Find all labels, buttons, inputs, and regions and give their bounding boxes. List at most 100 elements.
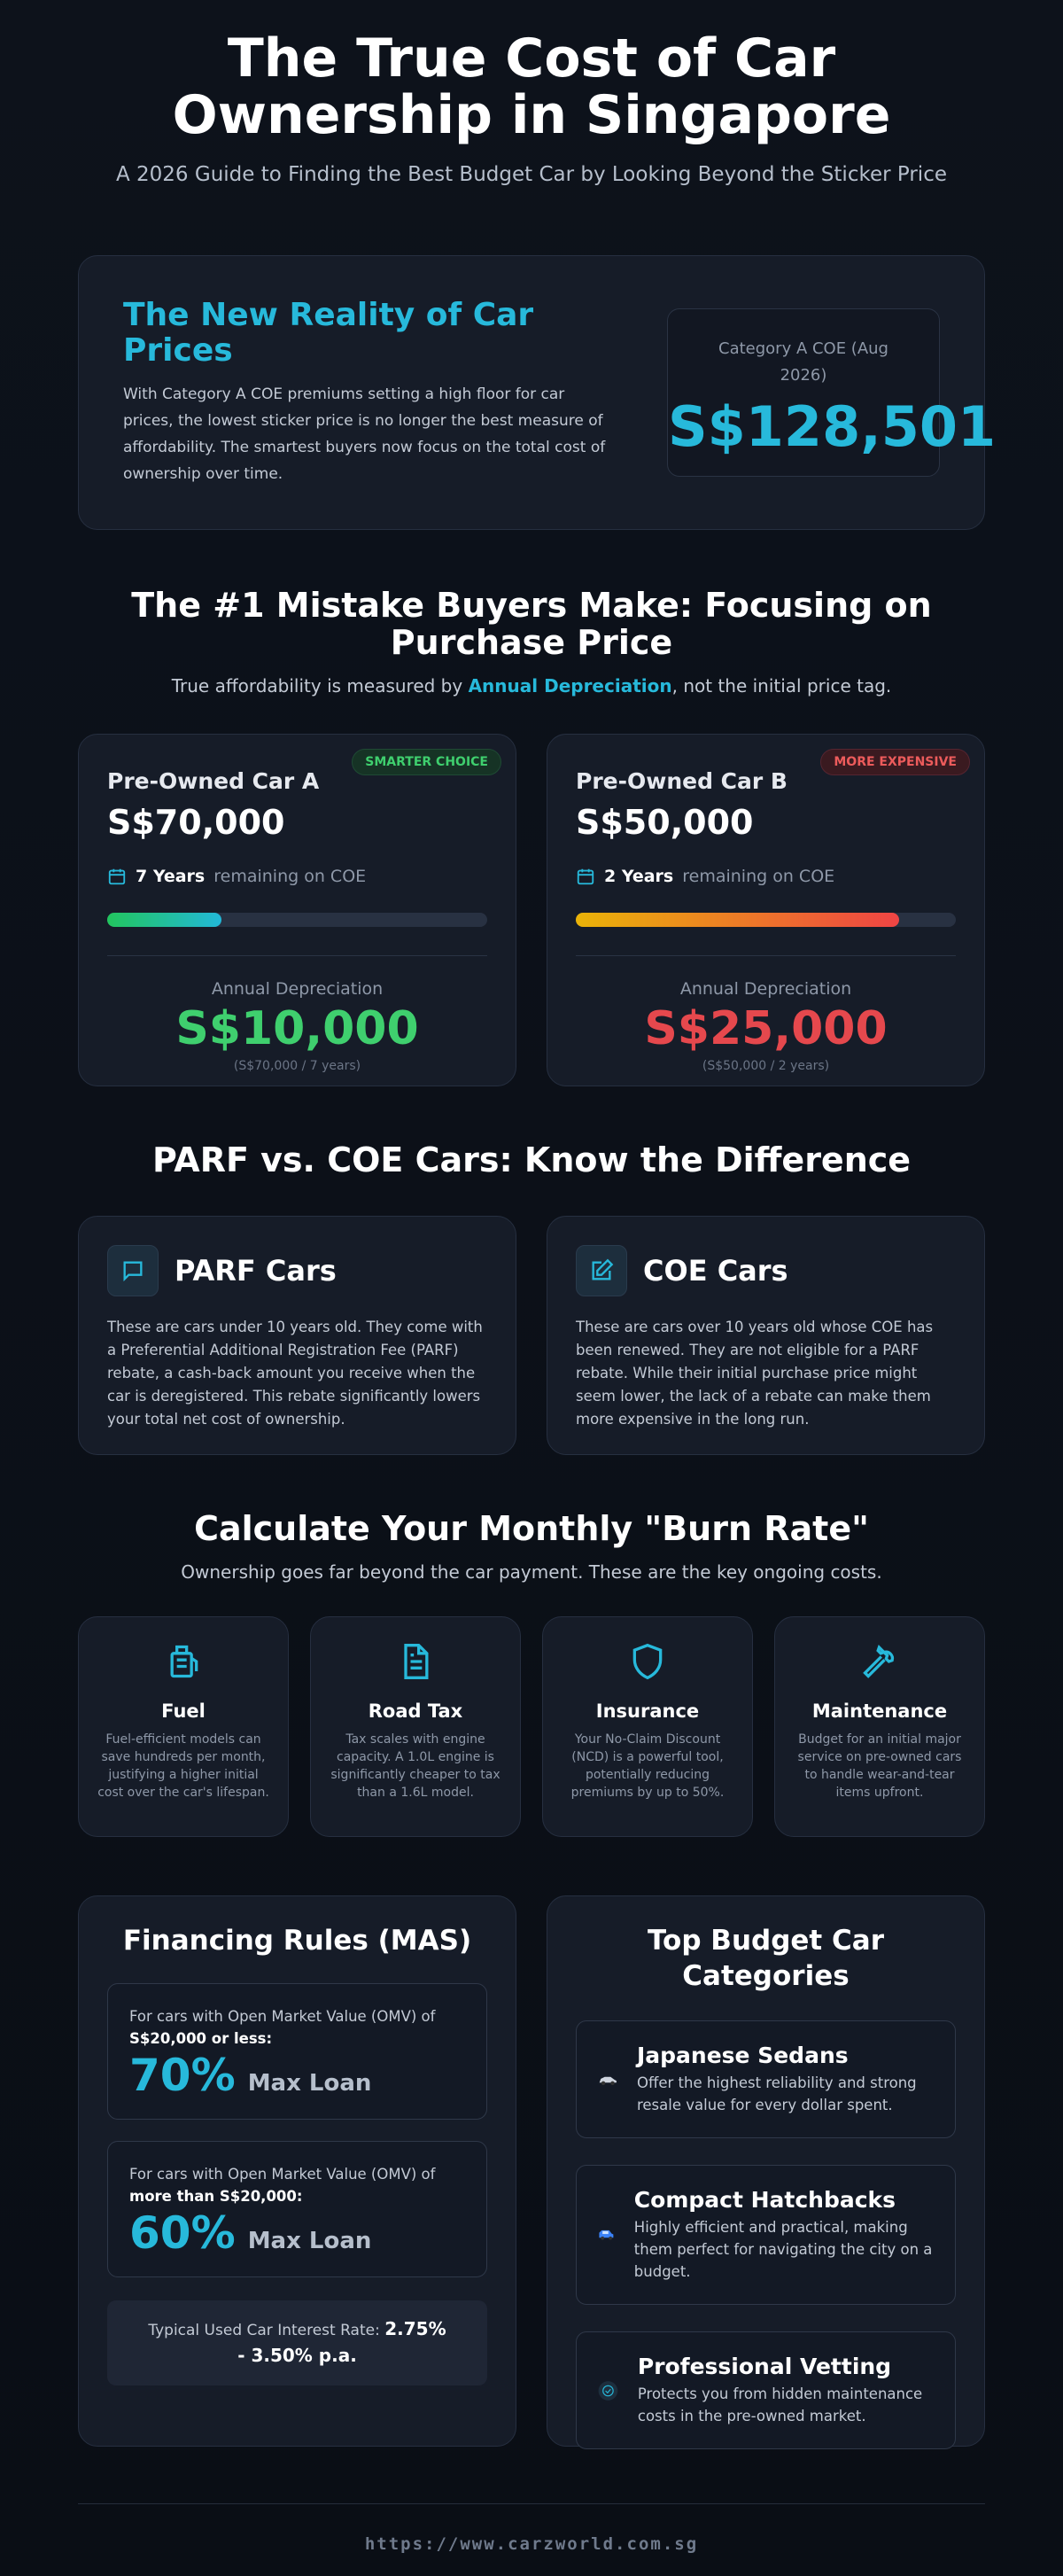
category-text: Japanese Sedans Offer the highest reliabi… — [637, 2043, 934, 2116]
intro-text-block: The New Reality of Car Prices With Categ… — [123, 298, 619, 487]
card-title-row: PARF Cars — [107, 1245, 487, 1296]
coe-remaining: 2 Years remaining on COE — [576, 867, 956, 886]
years-suffix: remaining on COE — [682, 867, 835, 886]
parf-row: PARF Cars These are cars under 10 years … — [78, 1216, 985, 1455]
years-suffix: remaining on COE — [213, 867, 367, 886]
cost-card: Road Tax Tax scales with engine capacity.… — [310, 1616, 521, 1837]
cost-title: Road Tax — [368, 1700, 463, 1722]
stat-label: Category A COE (Aug 2026) — [718, 339, 888, 385]
sedan-icon — [599, 2076, 617, 2085]
icon — [107, 1245, 159, 1296]
cost-text: Tax scales with engine capacity. A 1.0L … — [330, 1732, 500, 1800]
cost-card: Insurance Your No-Claim Discount (NCD) is… — [542, 1616, 753, 1837]
burn-section: Calculate Your Monthly "Burn Rate" Owner… — [78, 1510, 985, 1837]
card-text: These are cars over 10 years old whose C… — [576, 1319, 934, 1428]
intro-text: With Category A COE premiums setting a h… — [123, 385, 606, 483]
cost-text: Your No-Claim Discount (NCD) is a powerf… — [570, 1732, 725, 1800]
card-heading: Financing Rules (MAS) — [122, 1925, 472, 1957]
rule-desc: For cars with Open Market Value (OMV) of — [129, 2008, 436, 2025]
badge: MORE EXPENSIVE — [820, 749, 970, 775]
text: , not the initial price tag. — [671, 675, 892, 697]
intro-heading: The New Reality of Car Prices — [123, 297, 534, 369]
mistake-section: The #1 Mistake Buyers Make: Focusing on … — [78, 587, 985, 1086]
car-price: S$50,000 — [576, 803, 754, 842]
fuel-icon — [170, 1645, 198, 1678]
graphic — [123, 1261, 143, 1282]
stat-value: S$128,501 — [668, 394, 997, 459]
cost-text: Fuel-efficient models can save hundreds … — [97, 1732, 269, 1800]
graphic — [410, 1645, 427, 1669]
category-item: Compact Hatchbacks Highly efficient and p… — [576, 2165, 956, 2305]
calendar-icon — [577, 868, 594, 885]
parf-card: PARF Cars These are cars under 10 years … — [78, 1216, 516, 1455]
loan-percent: 70% — [129, 2050, 236, 2101]
depreciation-calc: (S$50,000 / 2 years) — [702, 1059, 830, 1073]
hatchback-icon — [599, 2230, 614, 2240]
calendar-icon — [108, 868, 126, 885]
category-text: Professional Vetting Protects you from hi… — [638, 2354, 934, 2427]
graphic — [632, 1643, 663, 1680]
graphic — [598, 2380, 618, 2401]
graphic — [601, 2236, 605, 2240]
card-title-row: COE Cars — [576, 1245, 956, 1296]
cost-title: Maintenance — [811, 1700, 948, 1722]
loan-percent: 60% — [129, 2207, 236, 2259]
shield-icon — [632, 1643, 663, 1680]
category-desc: Offer the highest reliability and strong… — [636, 2074, 917, 2113]
page-title: The True Cost of Car Ownership in Singap… — [172, 27, 891, 146]
depreciation-label: Annual Depreciation — [211, 979, 384, 999]
page-subtitle: A 2026 Guide to Finding the Best Budget … — [115, 163, 947, 186]
section-heading: The #1 Mistake Buyers Make: Focusing on … — [131, 586, 932, 662]
progress-fill — [107, 913, 221, 927]
category-text: Compact Hatchbacks Highly efficient and p… — [634, 2187, 934, 2283]
footer: https://www.carzworld.com.sg — [78, 2503, 985, 2554]
card-text: These are cars under 10 years old. They … — [107, 1319, 483, 1428]
compare-card: MORE EXPENSIVE Pre-Owned Car B S$50,000 … — [547, 734, 985, 1086]
graphic — [577, 869, 594, 885]
progress-track — [107, 913, 487, 927]
graphic — [592, 1258, 614, 1280]
interest-rate: Typical Used Car Interest Rate: 2.75% - … — [107, 2300, 487, 2385]
graphic — [602, 2385, 614, 2396]
compare-card: SMARTER CHOICE Pre-Owned Car A S$70,000 … — [78, 734, 516, 1086]
graphic — [109, 868, 125, 876]
progress-track — [576, 913, 956, 927]
graphic — [404, 1644, 429, 1679]
graphic — [863, 1645, 895, 1678]
rule-desc: For cars with Open Market Value (OMV) of — [129, 2166, 436, 2183]
coe-card: COE Cars These are cars over 10 years ol… — [547, 1216, 985, 1455]
card-title: PARF Cars — [175, 1254, 337, 1288]
burn-row: Fuel Fuel-efficient models can save hundr… — [78, 1616, 985, 1837]
parf-section: PARF vs. COE Cars: Know the Difference P… — [78, 1141, 985, 1455]
graphic — [609, 2236, 612, 2240]
graphic — [605, 2388, 611, 2393]
financing-card: Financing Rules (MAS) For cars with Open… — [78, 1895, 516, 2447]
years: 7 Years — [136, 867, 206, 886]
loan-suffix: Max Loan — [247, 2070, 372, 2097]
category-title: Compact Hatchbacks — [633, 2187, 896, 2213]
graphic — [599, 2076, 617, 2082]
icon — [576, 1245, 627, 1296]
depreciation-value: S$10,000 — [175, 1002, 419, 1055]
container: The True Cost of Car Ownership in Singap… — [78, 0, 997, 2554]
graphic — [123, 1261, 143, 1282]
depreciation-calc: (S$70,000 / 7 years) — [233, 1059, 361, 1073]
card-title: COE Cars — [643, 1254, 788, 1288]
divider — [576, 955, 956, 956]
highlight: Annual Depreciation — [468, 675, 672, 697]
section-heading: Calculate Your Monthly "Burn Rate" — [194, 1509, 869, 1548]
rule-condition: S$20,000 or less: — [129, 2030, 273, 2047]
footer-link[interactable]: https://www.carzworld.com.sg — [364, 2534, 699, 2554]
graphic — [596, 1258, 614, 1276]
categories-card: Top Budget Car Categories Japanese Sedan… — [547, 1895, 985, 2449]
category-item: Japanese Sedans Offer the highest reliabi… — [576, 2020, 956, 2138]
graphic — [175, 1645, 198, 1671]
rule-text: For cars with Open Market Value (OMV) of… — [129, 2163, 465, 2207]
depreciation-value: S$25,000 — [644, 1002, 888, 1055]
loan-rule: For cars with Open Market Value (OMV) of… — [107, 1983, 487, 2120]
loan-suffix: Max Loan — [247, 2228, 372, 2254]
category-title: Professional Vetting — [637, 2354, 892, 2379]
cost-card: Fuel Fuel-efficient models can save hundr… — [78, 1616, 289, 1837]
